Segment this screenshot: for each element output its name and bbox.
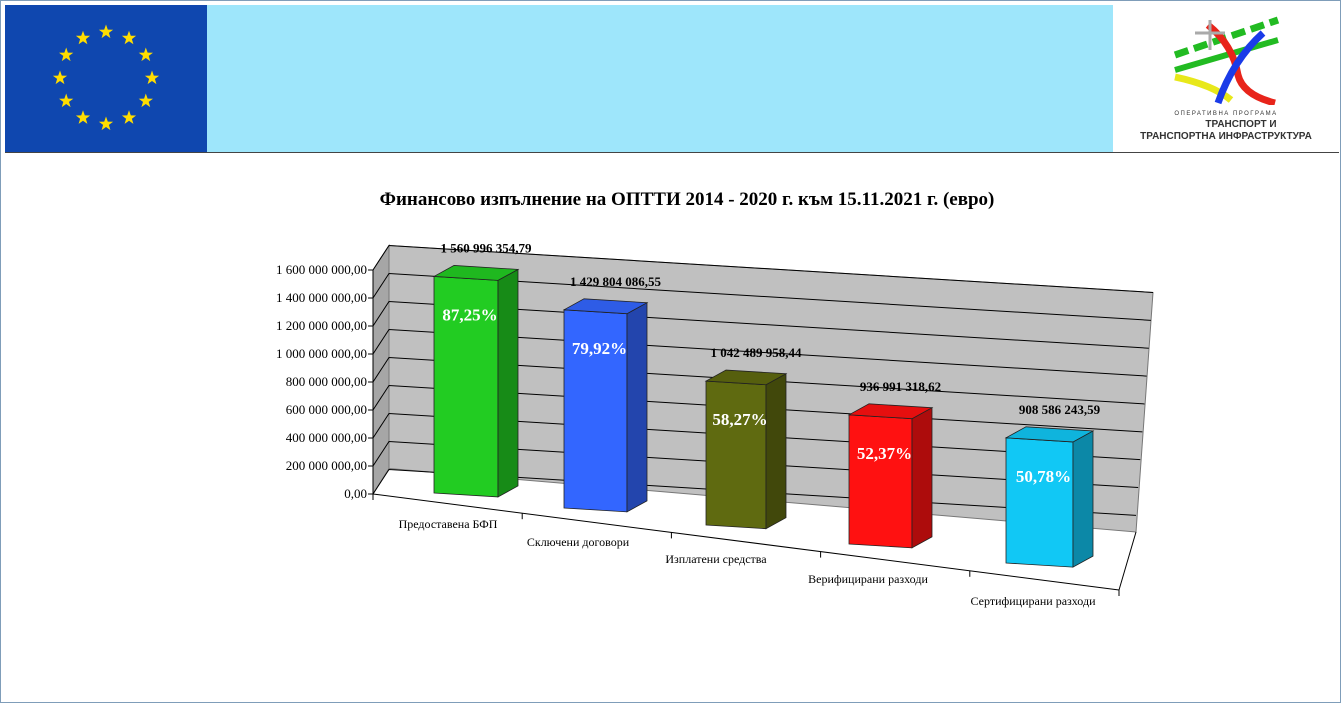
program-emblem-icon	[1173, 16, 1280, 107]
bar-front-3	[705, 380, 767, 530]
floor-right-edge	[1118, 531, 1137, 591]
x-category-label: Сертифицирани разходи	[971, 594, 1097, 608]
bar-value-label: 1 429 804 086,55	[570, 274, 662, 289]
eu-star-6	[121, 110, 137, 124]
y-tick-label: 1 000 000 000,00	[276, 346, 367, 361]
bar-value-label: 936 991 318,62	[860, 379, 941, 394]
x-category-label: Сключени договори	[527, 535, 630, 549]
chart-title: Финансово изпълнение на ОПТТИ 2014 - 202…	[380, 189, 995, 210]
eu-flag-logo	[5, 5, 207, 152]
bar-value-label: 1 560 996 354,79	[441, 240, 533, 255]
bar-percent-label: 79,92%	[572, 339, 627, 358]
gridline-4	[372, 356, 1145, 405]
bar-percent-label: 50,78%	[1016, 467, 1071, 486]
y-tick-label: 200 000 000,00	[286, 458, 367, 473]
bar-top-4	[847, 403, 934, 420]
y-tick-label: 800 000 000,00	[286, 374, 367, 389]
program-logo: ОПЕРАТИВНА ПРОГРАМА ТРАНСПОРТ И ТРАНСПОР…	[1113, 5, 1339, 152]
y-axis: 0,00 200 000 000,00 400 000 000,00 600 000 …	[276, 262, 374, 501]
eu-star-10	[52, 70, 68, 85]
bar-value-label: 1 042 489 958,44	[711, 345, 803, 360]
header-banner: ОПЕРАТИВНА ПРОГРАМА ТРАНСПОРТ И ТРАНСПОР…	[5, 5, 1339, 152]
eu-stars-icon	[52, 24, 160, 131]
x-axis: Предоставена БФП Сключени договори Изплате…	[372, 493, 1137, 608]
gridline-6	[372, 300, 1149, 349]
y-tick-label: 400 000 000,00	[286, 430, 367, 445]
y-tick-label: 0,00	[344, 486, 367, 501]
y-tick-label: 600 000 000,00	[286, 402, 367, 417]
x-category-label: Изплатени средства	[665, 552, 767, 566]
bar-top-2	[562, 298, 649, 315]
bar-top-5	[1004, 426, 1095, 443]
bar-percent-label: 52,37%	[857, 444, 912, 463]
eu-star-11	[59, 47, 74, 62]
eu-star-1	[98, 24, 114, 39]
x-category-label: Верифицирани разходи	[808, 572, 928, 586]
eu-star-3	[138, 47, 153, 62]
logo-subtitle: ОПЕРАТИВНА ПРОГРАМА	[1174, 111, 1278, 117]
gridline-5	[372, 328, 1147, 377]
bar-side-2	[626, 302, 648, 513]
eu-star-12	[75, 30, 91, 45]
y-tick-label: 1 200 000 000,00	[276, 318, 367, 333]
header-divider	[5, 152, 1339, 153]
bar-top-3	[704, 369, 788, 386]
eu-star-8	[75, 110, 91, 124]
gridline-8	[372, 244, 1154, 293]
bar-side-3	[765, 373, 787, 530]
x-category-label: Предоставена БФП	[399, 517, 498, 531]
y-tick-label: 1 400 000 000,00	[276, 290, 367, 305]
eu-star-5	[138, 93, 153, 108]
bar-side-5	[1072, 430, 1094, 568]
bar-front-5	[1005, 437, 1074, 568]
x-axis-line	[372, 493, 1120, 591]
bar-front-4	[848, 414, 913, 549]
eu-star-2	[121, 30, 137, 45]
bar-side-4	[911, 407, 933, 549]
chart-bars: 87,25% 1 560 996 354,79 79,92% 1 429 804 08…	[432, 240, 1101, 568]
bar-top-1	[432, 265, 520, 281]
logo-line2: ТРАНСПОРТНА ИНФРАСТРУКТУРА	[1140, 131, 1312, 142]
gridline-7	[372, 272, 1151, 321]
bar-side-1	[497, 268, 519, 498]
eu-star-4	[144, 70, 160, 85]
bar-value-label: 908 586 243,59	[1019, 402, 1101, 417]
y-tick-label: 1 600 000 000,00	[276, 262, 367, 277]
bar-percent-label: 58,27%	[712, 410, 767, 429]
eu-star-9	[59, 93, 74, 108]
eu-star-7	[98, 116, 114, 131]
bar-percent-label: 87,25%	[442, 305, 497, 324]
logo-line1: ТРАНСПОРТ И	[1205, 119, 1277, 130]
